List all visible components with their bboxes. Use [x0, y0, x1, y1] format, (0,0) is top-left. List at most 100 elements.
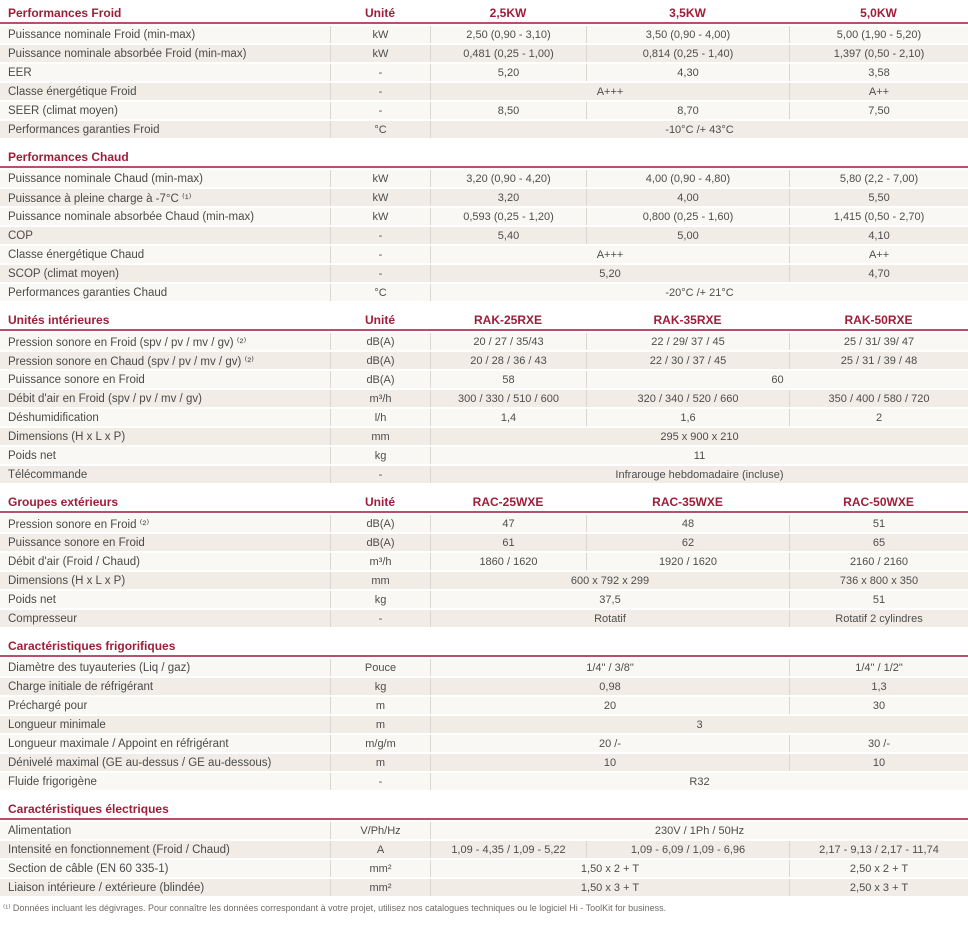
- section-performances-chaud: Performances Chaud Puissance nominale Cha…: [0, 145, 968, 303]
- row-label: Fluide frigorigène: [0, 773, 330, 790]
- table-row: Débit d'air en Froid (spv / pv / mv / gv…: [0, 390, 968, 407]
- value-cell: 1,09 - 6,09 / 1,09 - 6,96: [586, 841, 789, 858]
- row-label: Pression sonore en Froid ⁽²⁾: [0, 515, 330, 532]
- unit-cell: dB(A): [330, 515, 430, 532]
- value-cell: 8,70: [586, 102, 789, 119]
- row-label: SCOP (climat moyen): [0, 265, 330, 282]
- table-row: Puissance nominale absorbée Froid (min-m…: [0, 45, 968, 62]
- value-cell: 350 / 400 / 580 / 720: [789, 390, 968, 407]
- value-cell: 62: [586, 534, 789, 551]
- value-cell: Rotatif 2 cylindres: [789, 610, 968, 627]
- value-cell: 51: [789, 591, 968, 608]
- value-cell: 1,50 x 2 + T: [430, 860, 789, 877]
- value-cell: 0,481 (0,25 - 1,00): [430, 45, 586, 62]
- unit-cell: kW: [330, 189, 430, 206]
- row-label: Classe énergétique Froid: [0, 83, 330, 100]
- table-row: Liaison intérieure / extérieure (blindée…: [0, 879, 968, 896]
- section-header-row: Groupes extérieurs Unité RAC-25WXE RAC-35WX…: [0, 492, 968, 513]
- value-cell: 3: [430, 716, 968, 733]
- value-cell: 1,397 (0,50 - 2,10): [789, 45, 968, 62]
- value-cell: 7,50: [789, 102, 968, 119]
- value-cell: 60: [586, 371, 968, 388]
- value-cell: 4,00: [586, 189, 789, 206]
- table-row: Dénivelé maximal (GE au-dessus / GE au-d…: [0, 754, 968, 771]
- table-row: COP -5,40 5,00 4,10: [0, 227, 968, 244]
- value-cell: -10°C /+ 43°C: [430, 121, 968, 138]
- unit-cell: mm: [330, 428, 430, 445]
- row-label: Intensité en fonctionnement (Froid / Cha…: [0, 841, 330, 858]
- unit-cell: -: [330, 265, 430, 282]
- value-cell: 5,50: [789, 189, 968, 206]
- value-cell: 47: [430, 515, 586, 532]
- table-row: Télécommande - Infrarouge hebdomadaire (in…: [0, 466, 968, 483]
- row-label: Diamètre des tuyauteries (Liq / gaz): [0, 659, 330, 676]
- row-label: Compresseur: [0, 610, 330, 627]
- value-cell: 0,814 (0,25 - 1,40): [586, 45, 789, 62]
- model-column-header: RAK-25RXE: [430, 310, 586, 331]
- unit-cell: dB(A): [330, 534, 430, 551]
- table-row: Préchargé pour m 20 30: [0, 697, 968, 714]
- value-cell: 1,6: [586, 409, 789, 426]
- value-cell: 0,800 (0,25 - 1,60): [586, 208, 789, 225]
- value-cell: A++: [789, 246, 968, 263]
- value-cell: 20 / 27 / 35/43: [430, 333, 586, 350]
- unit-column-header: Unité: [330, 310, 430, 331]
- value-cell: 600 x 792 x 299: [430, 572, 789, 589]
- row-label: Puissance nominale Chaud (min-max): [0, 170, 330, 187]
- unit-cell: V/Ph/Hz: [330, 822, 430, 839]
- model-column-header: RAC-25WXE: [430, 492, 586, 513]
- table-row: Alimentation V/Ph/Hz 230V / 1Ph / 50Hz: [0, 822, 968, 839]
- table-row: Performances garanties Froid °C -10°C /+ 4…: [0, 121, 968, 138]
- table-row: Dimensions (H x L x P) mm 600 x 792 x 299 7…: [0, 572, 968, 589]
- value-cell: 51: [789, 515, 968, 532]
- unit-cell: -: [330, 227, 430, 244]
- value-cell: 61: [430, 534, 586, 551]
- value-cell: 3,58: [789, 64, 968, 81]
- value-cell: 48: [586, 515, 789, 532]
- table-row: SCOP (climat moyen) -5,20 4,70: [0, 265, 968, 282]
- value-cell: 58: [430, 371, 586, 388]
- spec-table-sections: Performances Froid Unité 2,5KW 3,5KW 5,0KW Pu…: [0, 1, 968, 898]
- value-cell: 10: [430, 754, 789, 771]
- spec-sheet: Performances Froid Unité 2,5KW 3,5KW 5,0KW Pu…: [0, 1, 968, 913]
- value-cell: 22 / 30 / 37 / 45: [586, 352, 789, 369]
- section-header-row: Performances Chaud: [0, 147, 968, 168]
- value-cell: 1,4: [430, 409, 586, 426]
- value-cell: 1/4" / 1/2": [789, 659, 968, 676]
- table-row: Puissance sonore en Froid dB(A) 61 62 65: [0, 534, 968, 551]
- value-cell: 1,3: [789, 678, 968, 695]
- row-label: Puissance nominale absorbée Chaud (min-m…: [0, 208, 330, 225]
- unit-cell: kg: [330, 447, 430, 464]
- value-cell: 5,20: [430, 64, 586, 81]
- value-cell: 3,50 (0,90 - 4,00): [586, 26, 789, 43]
- row-label: Puissance nominale absorbée Froid (min-m…: [0, 45, 330, 62]
- unit-cell: m³/h: [330, 553, 430, 570]
- table-row: Classe énergétique Chaud - A+++ A++: [0, 246, 968, 263]
- table-row: Puissance sonore en Froid dB(A) 58 60: [0, 371, 968, 388]
- model-column-header: RAK-50RXE: [789, 310, 968, 331]
- table-row: Pression sonore en Chaud (spv / pv / mv …: [0, 352, 968, 369]
- unit-cell: kW: [330, 45, 430, 62]
- value-cell: 1,415 (0,50 - 2,70): [789, 208, 968, 225]
- row-label: Classe énergétique Chaud: [0, 246, 330, 263]
- value-cell: 2,50 x 2 + T: [789, 860, 968, 877]
- value-cell: 22 / 29/ 37 / 45: [586, 333, 789, 350]
- row-label: Débit d'air en Froid (spv / pv / mv / gv…: [0, 390, 330, 407]
- table-row: Puissance nominale absorbée Chaud (min-m…: [0, 208, 968, 225]
- value-cell: 5,40: [430, 227, 586, 244]
- unit-cell: -: [330, 773, 430, 790]
- row-label: Dimensions (H x L x P): [0, 572, 330, 589]
- unit-cell: Pouce: [330, 659, 430, 676]
- row-label: Liaison intérieure / extérieure (blindée…: [0, 879, 330, 896]
- model-column-header: RAK-35RXE: [586, 310, 789, 331]
- table-row: Intensité en fonctionnement (Froid / Cha…: [0, 841, 968, 858]
- value-cell: 11: [430, 447, 968, 464]
- value-cell: 0,98: [430, 678, 789, 695]
- model-column-header: RAC-50WXE: [789, 492, 968, 513]
- row-label: Puissance nominale Froid (min-max): [0, 26, 330, 43]
- value-cell: 2,50 x 3 + T: [789, 879, 968, 896]
- value-cell: R32: [430, 773, 968, 790]
- model-column-header: 5,0KW: [789, 3, 968, 24]
- unit-cell: kg: [330, 678, 430, 695]
- value-cell: 2160 / 2160: [789, 553, 968, 570]
